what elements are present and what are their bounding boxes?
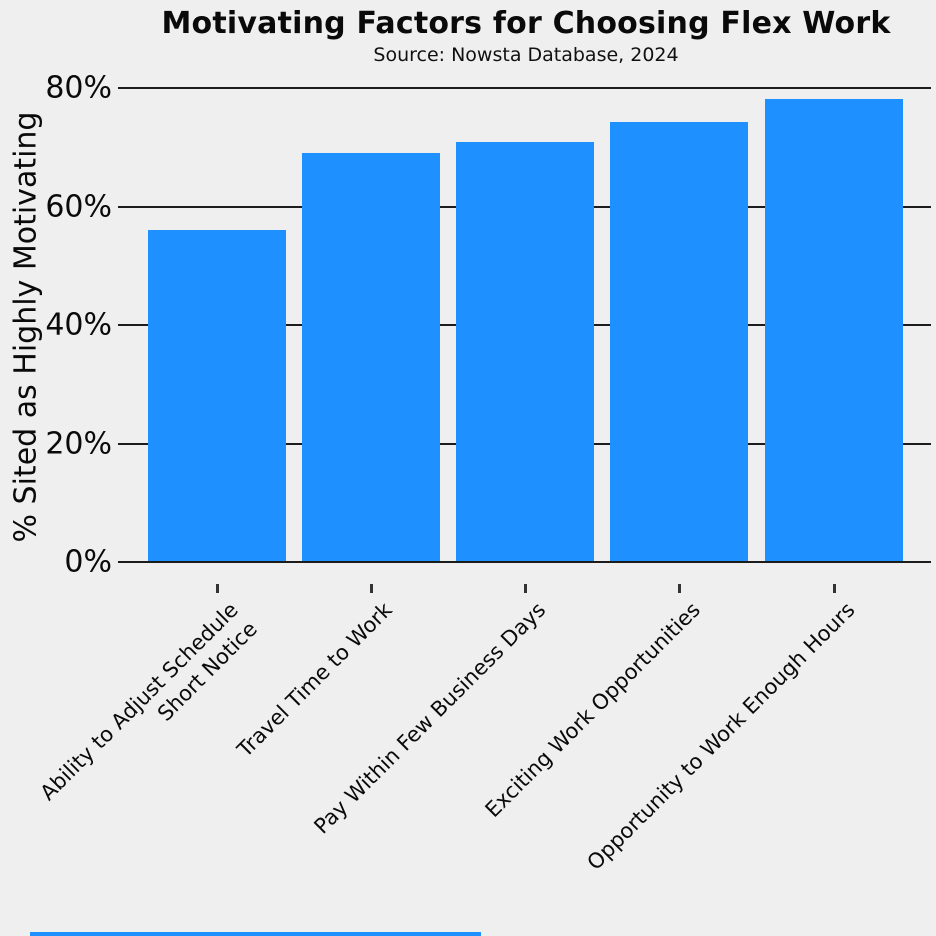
bar-2: [302, 153, 440, 563]
chart-subtitle: Source: Nowsta Database, 2024: [373, 44, 679, 66]
x-tick-label: Ability to Adjust Schedule Short Notice: [35, 597, 262, 805]
bar-3: [456, 142, 594, 563]
y-tick-label: 40%: [45, 307, 112, 343]
bar-1: [148, 230, 286, 563]
x-tick-label: Travel Time to Work: [232, 597, 397, 762]
x-axis-line: [118, 561, 931, 563]
x-tick-mark: [678, 584, 681, 593]
x-tick-mark: [216, 584, 219, 593]
x-tick-mark: [524, 584, 527, 593]
x-tick-mark: [370, 584, 373, 593]
chart-title: Motivating Factors for Choosing Flex Wor…: [161, 6, 891, 41]
bar-5: [765, 99, 903, 563]
y-tick-label: 60%: [45, 189, 112, 224]
bar-4: [610, 122, 748, 563]
y-tick-label: 20%: [45, 426, 112, 461]
x-tick-label: Opportunity to Work Enough Hours: [582, 597, 860, 875]
gridline-80%: [118, 87, 931, 89]
y-tick-label: 0%: [64, 544, 112, 580]
y-tick-label: 80%: [45, 70, 112, 106]
x-tick-mark: [833, 584, 836, 593]
bottom-blue-strip: [30, 932, 481, 936]
